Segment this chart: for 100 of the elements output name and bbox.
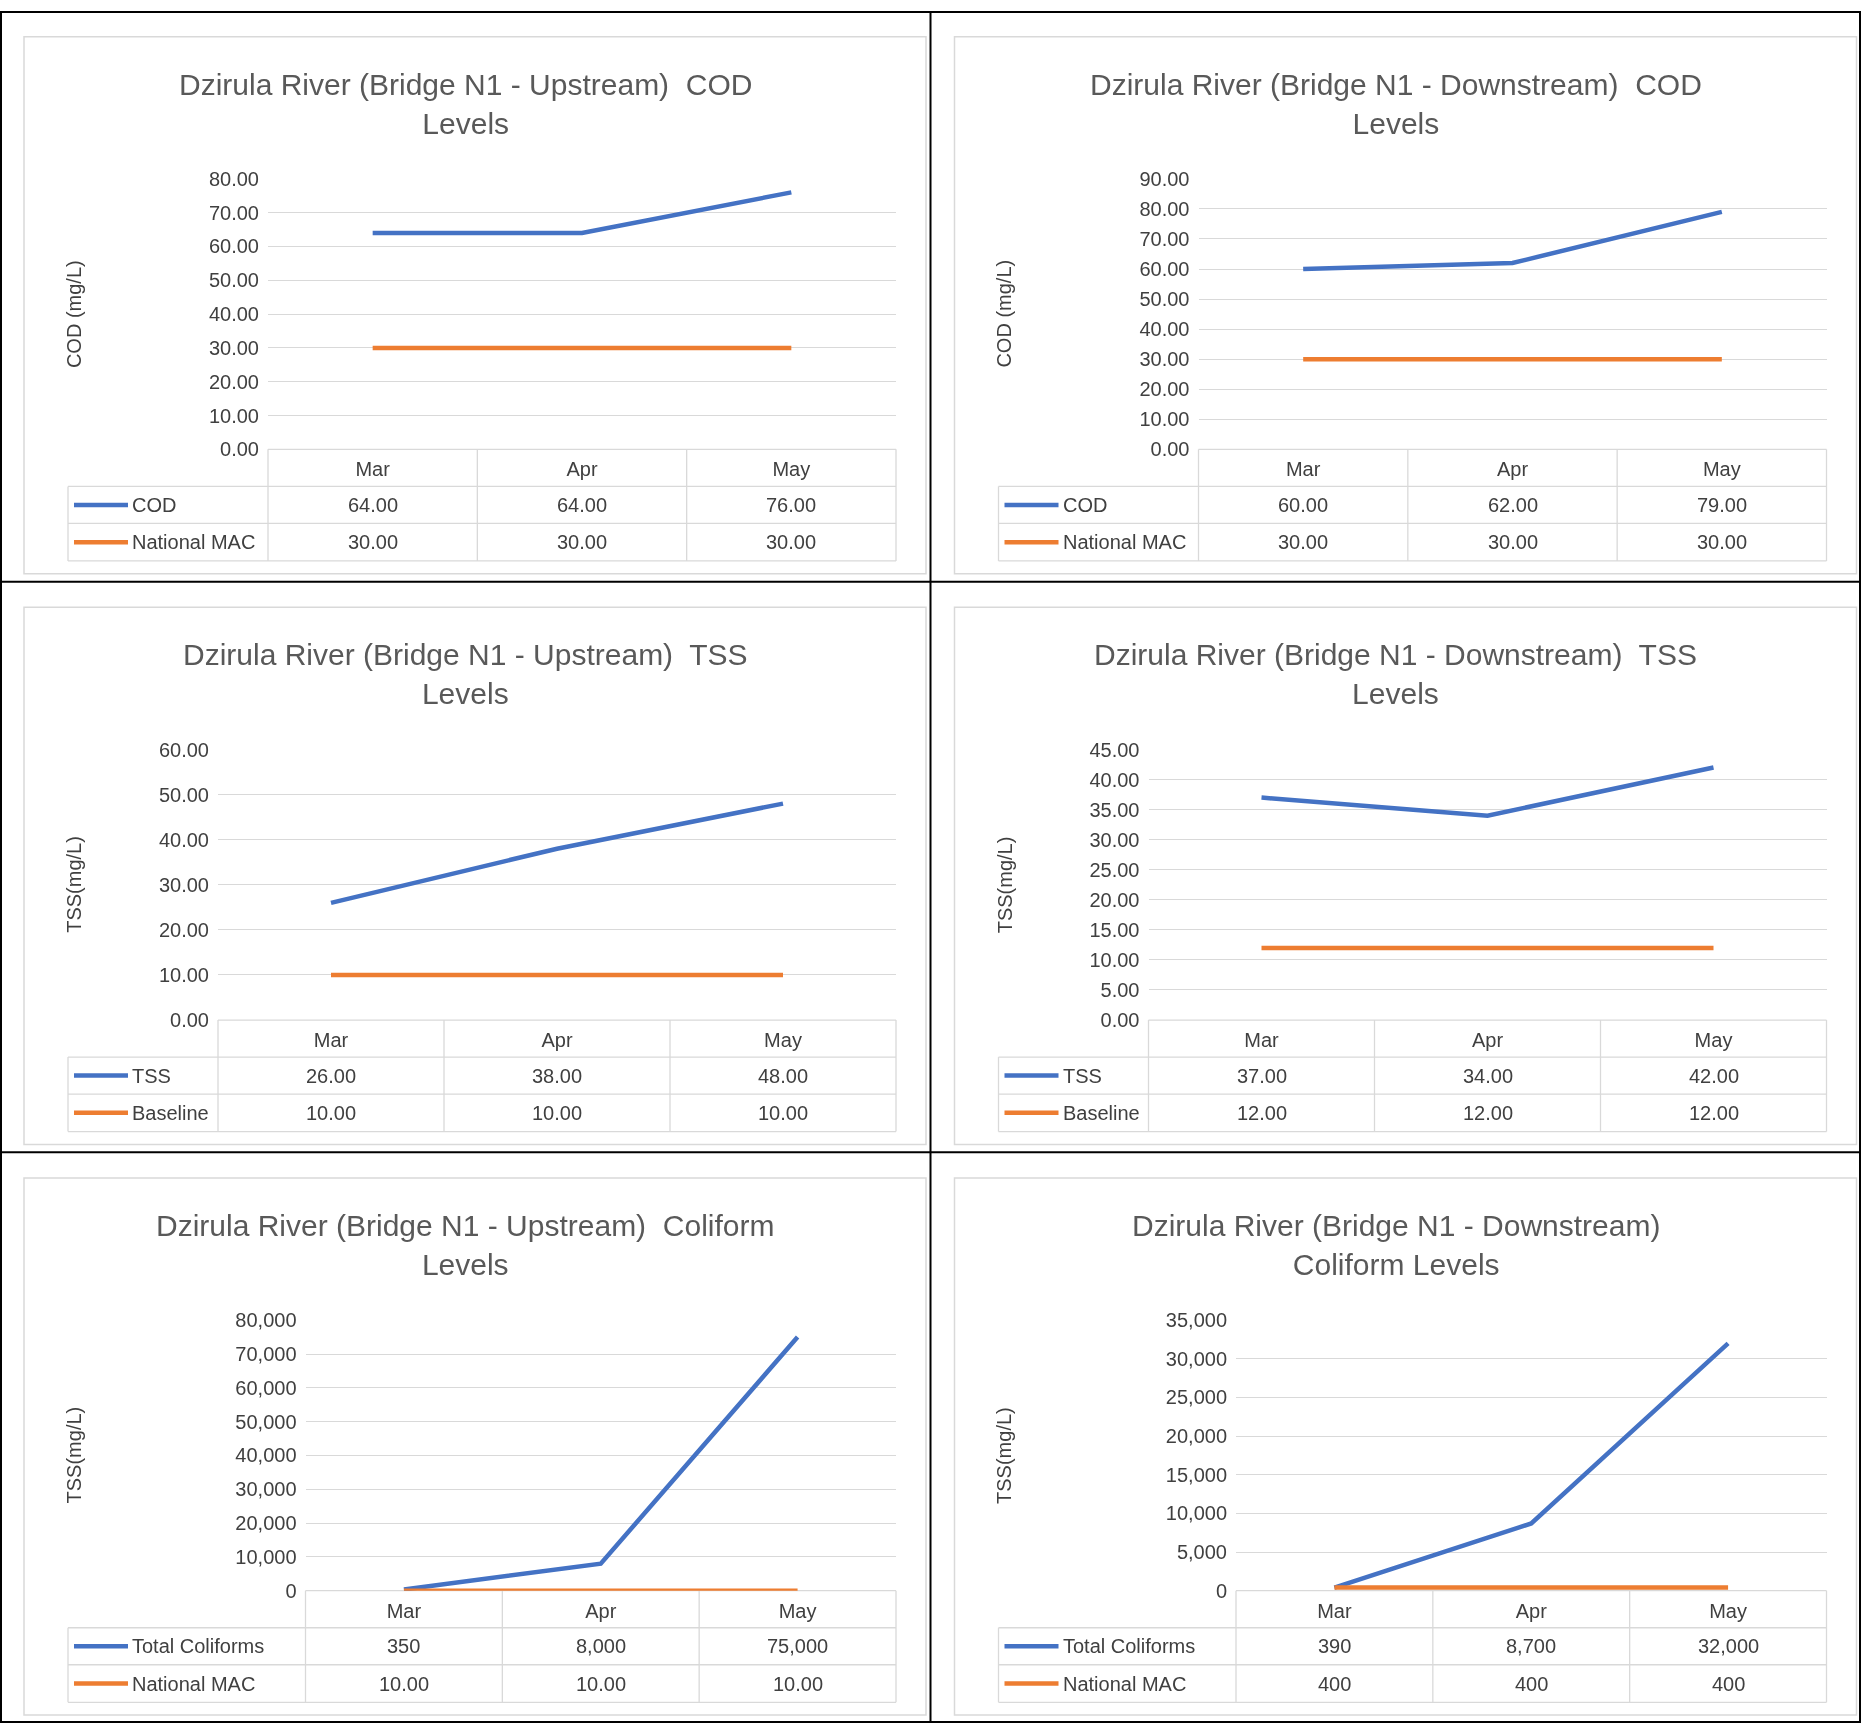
y-tick-label: 15,000 — [1165, 1463, 1227, 1486]
data-label: 75,000 — [767, 1635, 829, 1657]
x-tick-label: Apr — [1471, 1029, 1504, 1052]
y-tick-label: 35.00 — [1089, 798, 1140, 821]
y-tick-label: 50.00 — [1139, 288, 1190, 311]
x-tick-label: Apr — [1496, 458, 1529, 481]
y-axis-title: TSS(mg/L) — [993, 836, 1016, 934]
data-label: 12.00 — [1689, 1102, 1740, 1124]
legend-label: National MAC — [1063, 531, 1187, 553]
x-tick-label: Apr — [566, 458, 598, 481]
y-tick-label: 20.00 — [1089, 888, 1140, 911]
y-tick-label: 60,000 — [235, 1376, 297, 1399]
chart-title: Dzirula River (Bridge N1 - Upstream) Coliform Levels — [156, 1209, 775, 1281]
x-tick-label: Mar — [1285, 458, 1321, 481]
y-tick-label: 40.00 — [1089, 768, 1140, 791]
y-tick-label: 0.00 — [220, 438, 259, 461]
data-label: 34.00 — [1463, 1065, 1514, 1087]
legend-label: National MAC — [132, 531, 256, 553]
x-tick-label: May — [778, 1599, 817, 1622]
x-tick-label: May — [1694, 1029, 1733, 1052]
y-tick-label: 15.00 — [1089, 918, 1140, 941]
legend-label: Total Coliforms — [132, 1635, 265, 1657]
x-tick-label: Mar — [355, 458, 391, 481]
y-tick-label: 30,000 — [1165, 1347, 1227, 1370]
data-label: 400 — [1712, 1673, 1746, 1695]
chart-title: Dzirula River (Bridge N1 - Upstream) COD Levels — [179, 68, 753, 140]
data-label: 26.00 — [306, 1065, 357, 1087]
legend-label: Baseline — [1063, 1102, 1140, 1124]
y-tick-label: 70,000 — [235, 1343, 297, 1366]
data-label: 10.00 — [532, 1102, 583, 1124]
y-tick-label: 20,000 — [1165, 1425, 1227, 1448]
y-tick-label: 40.00 — [158, 828, 209, 851]
y-tick-label: 80,000 — [235, 1309, 297, 1332]
data-label: 10.00 — [758, 1102, 809, 1124]
chart-title: Dzirula River (Bridge N1 - Downstream) COD Levels — [1090, 68, 1702, 140]
y-tick-label: 50.00 — [158, 783, 209, 806]
y-axis-title: TSS(mg/L) — [993, 1407, 1016, 1504]
data-label: 38.00 — [532, 1065, 583, 1087]
data-label: 8,000 — [576, 1635, 627, 1657]
y-tick-label: 30.00 — [1139, 348, 1190, 371]
data-label: 30.00 — [557, 531, 608, 553]
legend-label: National MAC — [1063, 1673, 1187, 1695]
y-tick-label: 0.00 — [1150, 438, 1190, 461]
data-label: 10.00 — [773, 1673, 824, 1695]
y-tick-label: 20.00 — [208, 370, 259, 393]
y-axis-title: TSS(mg/L) — [62, 1406, 85, 1504]
legend-label: TSS — [132, 1065, 171, 1087]
x-tick-label: Apr — [541, 1029, 573, 1052]
y-tick-label: 35,000 — [1165, 1309, 1227, 1332]
legend-label: COD — [132, 494, 177, 516]
y-tick-label: 30,000 — [235, 1478, 297, 1501]
y-tick-label: 60.00 — [208, 235, 259, 258]
y-axis-title: COD (mg/L) — [993, 259, 1016, 368]
chart-title: Dzirula River (Bridge N1 - Downstream) TSS Levels — [1094, 638, 1697, 710]
x-tick-label: May — [764, 1029, 802, 1052]
data-label: 60.00 — [1278, 494, 1329, 516]
y-tick-label: 40,000 — [235, 1444, 297, 1467]
x-tick-label: Apr — [1515, 1599, 1548, 1622]
y-tick-label: 80.00 — [208, 167, 259, 190]
y-tick-label: 20,000 — [235, 1512, 297, 1535]
data-label: 12.00 — [1237, 1102, 1288, 1124]
data-label: 42.00 — [1689, 1065, 1740, 1087]
y-tick-label: 0.00 — [170, 1009, 209, 1032]
data-label: 79.00 — [1697, 494, 1748, 516]
y-tick-label: 40.00 — [1139, 318, 1190, 341]
y-tick-label: 90.00 — [1139, 167, 1190, 190]
y-tick-label: 10.00 — [208, 404, 259, 427]
data-label: 32,000 — [1698, 1635, 1760, 1657]
y-tick-label: 5,000 — [1176, 1541, 1227, 1564]
y-tick-label: 0 — [285, 1579, 297, 1602]
legend-label: Baseline — [132, 1102, 209, 1124]
chart-title: Dzirula River (Bridge N1 - Upstream) TSS Levels — [183, 638, 748, 710]
x-tick-label: Mar — [386, 1599, 422, 1622]
data-label: 10.00 — [576, 1673, 627, 1695]
x-tick-label: May — [1709, 1599, 1747, 1622]
data-label: 30.00 — [1697, 531, 1748, 553]
data-label: 30.00 — [348, 531, 399, 553]
y-tick-label: 30.00 — [1089, 828, 1140, 851]
y-tick-label: 10,000 — [235, 1545, 297, 1568]
data-label: 350 — [387, 1635, 421, 1657]
y-tick-label: 30.00 — [208, 336, 259, 359]
y-axis-title: COD (mg/L) — [62, 260, 85, 369]
legend-label: COD — [1063, 494, 1108, 516]
y-tick-label: 20.00 — [1139, 378, 1190, 401]
data-label: 400 — [1318, 1673, 1352, 1695]
y-tick-label: 10.00 — [1089, 948, 1140, 971]
data-label: 390 — [1318, 1635, 1352, 1657]
y-tick-label: 45.00 — [1089, 738, 1140, 761]
y-tick-label: 40.00 — [208, 303, 259, 326]
legend-label: National MAC — [132, 1673, 256, 1695]
y-tick-label: 25.00 — [1089, 858, 1140, 881]
data-label: 30.00 — [766, 531, 817, 553]
y-tick-label: 60.00 — [158, 738, 209, 761]
x-tick-label: May — [772, 458, 811, 481]
y-tick-label: 30.00 — [158, 873, 209, 896]
y-tick-label: 70.00 — [1139, 227, 1190, 250]
data-label: 62.00 — [1488, 494, 1539, 516]
y-tick-label: 50.00 — [208, 269, 259, 292]
data-label: 10.00 — [379, 1673, 430, 1695]
data-label: 10.00 — [306, 1102, 357, 1124]
